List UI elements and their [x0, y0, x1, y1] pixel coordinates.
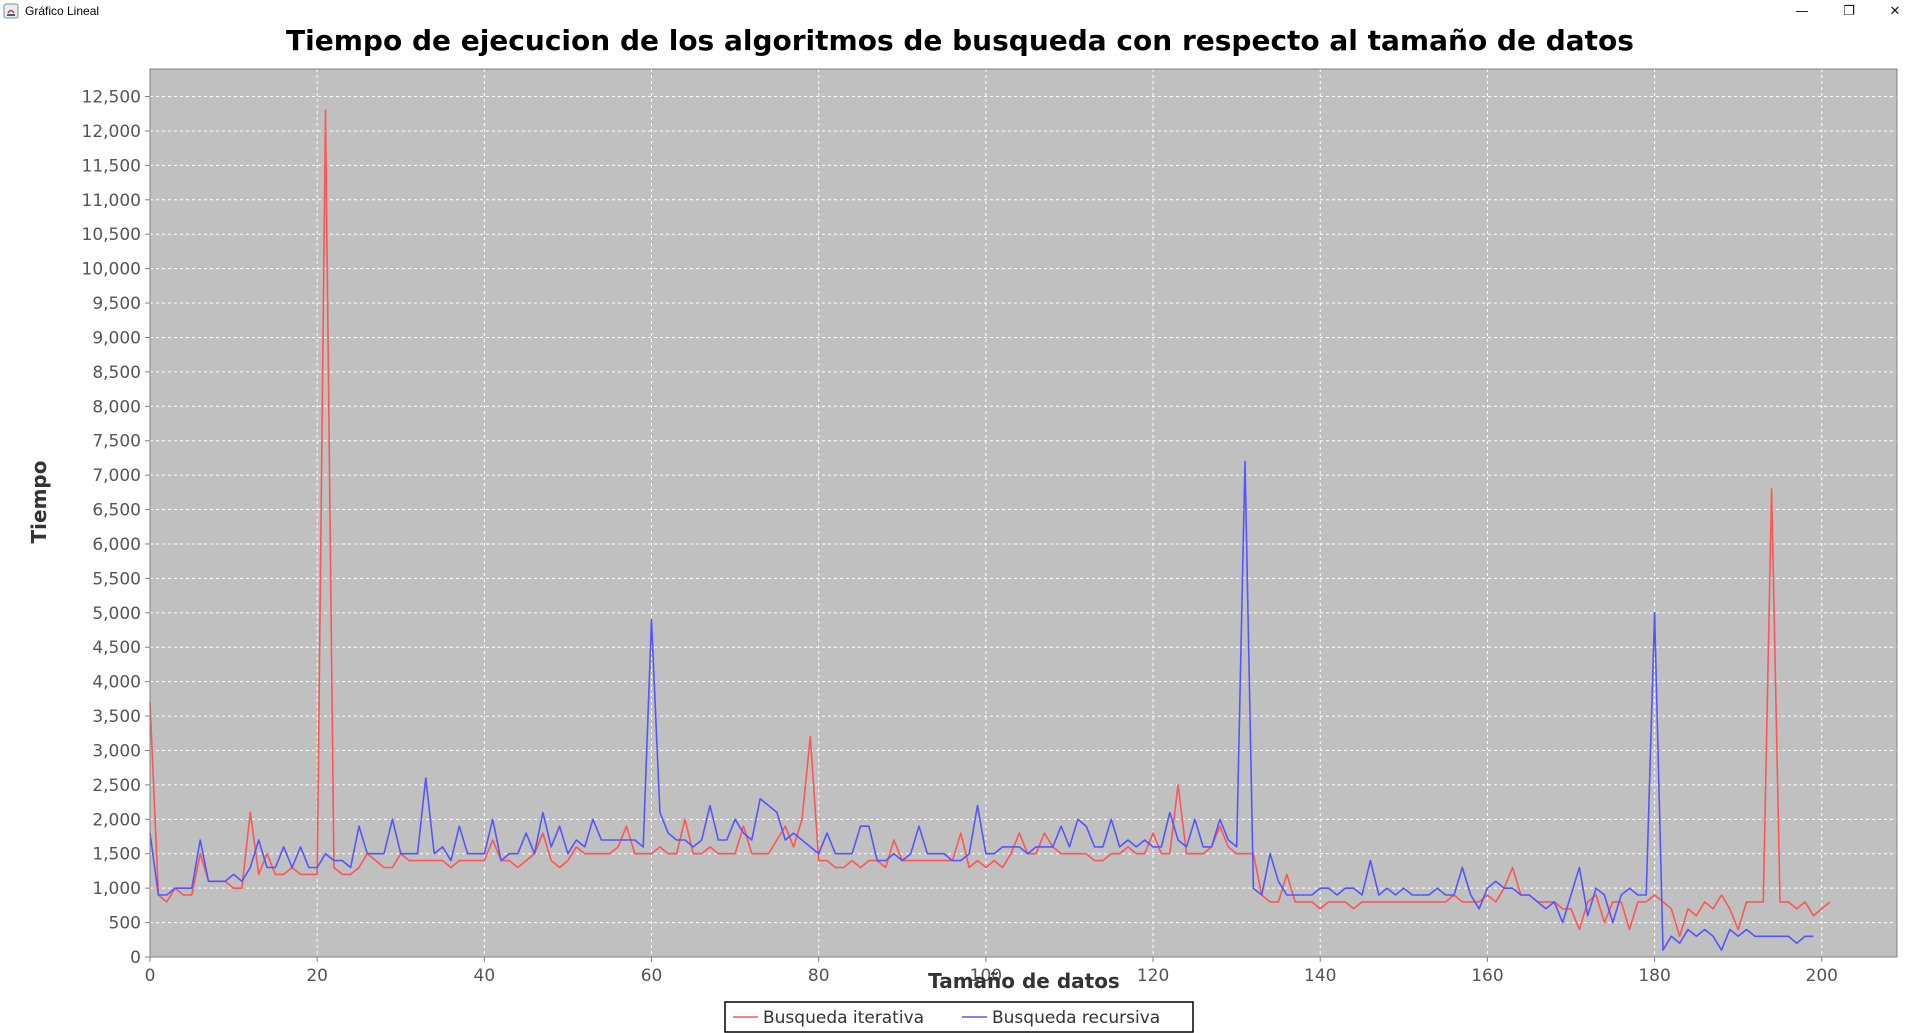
y-tick-label: 2,000: [92, 810, 141, 830]
y-tick-label: 4,500: [92, 638, 141, 658]
legend-label-recursiva: Busqueda recursiva: [992, 1008, 1160, 1028]
y-tick-label: 10,500: [82, 225, 141, 245]
x-tick-label: 0: [145, 966, 156, 986]
y-tick-label: 8,000: [92, 397, 141, 417]
series-lines: [149, 109, 1831, 951]
y-tick-label: 1,500: [92, 845, 141, 865]
plot-area: [150, 69, 1897, 957]
y-tick-label: 9,000: [92, 328, 141, 348]
y-tick-label: 5,000: [92, 604, 141, 624]
y-tick-label: 6,500: [92, 501, 141, 521]
x-tick-label: 100: [970, 966, 1002, 986]
y-tick-label: 0: [130, 948, 141, 968]
y-tick-label: 7,500: [92, 432, 141, 452]
x-tick-label: 200: [1806, 966, 1838, 986]
y-tick-label: 7,000: [92, 466, 141, 486]
window-title: Gráfico Lineal: [25, 4, 100, 18]
java-app-icon: [3, 3, 19, 19]
y-tick-label: 3,000: [92, 741, 141, 761]
x-tick-label: 140: [1304, 966, 1336, 986]
legend-box: [724, 1001, 1194, 1033]
minimize-icon: —: [1795, 3, 1809, 19]
x-tick-label: 20: [306, 966, 328, 986]
y-tick-label: 10,000: [82, 260, 141, 280]
x-axis-ticks: 0 20 40 60 80 100 120 140 160 180 200: [145, 957, 1838, 986]
legend: Busqueda iterativa Busqueda recursiva: [724, 1001, 1194, 1033]
x-tick-label: 40: [474, 966, 496, 986]
y-tick-label: 2,500: [92, 776, 141, 796]
y-tick-label: 11,000: [82, 191, 141, 211]
title-bar[interactable]: Gráfico Lineal — ❐ ✕: [0, 0, 1920, 22]
y-axis-ticks: 0 500 1,000 1,500 2,000 2,500 3,000 3,500 4,000 4…: [82, 88, 150, 968]
close-icon: ✕: [1889, 3, 1901, 19]
grid-lines: [150, 69, 1897, 957]
x-tick-label: 180: [1638, 966, 1670, 986]
legend-label-iterativa: Busqueda iterativa: [763, 1008, 924, 1028]
close-button[interactable]: ✕: [1872, 0, 1918, 22]
plot-border: [149, 68, 1898, 958]
maximize-button[interactable]: ❐: [1826, 0, 1872, 22]
y-tick-label: 4,000: [92, 673, 141, 693]
chart-title: Tiempo de ejecucion de los algoritmos de…: [286, 24, 1634, 57]
y-tick-label: 500: [109, 914, 141, 934]
axes: [149, 68, 1898, 958]
x-tick-label: 120: [1137, 966, 1169, 986]
x-tick-label: 60: [641, 966, 663, 986]
minimize-button[interactable]: —: [1779, 0, 1825, 22]
x-tick-label: 80: [808, 966, 830, 986]
y-tick-label: 1,000: [92, 879, 141, 899]
maximize-icon: ❐: [1843, 3, 1855, 19]
x-tick-label: 160: [1471, 966, 1503, 986]
y-tick-label: 8,500: [92, 363, 141, 383]
y-axis-label: Tiempo: [27, 461, 51, 544]
y-tick-label: 6,000: [92, 535, 141, 555]
y-tick-label: 11,500: [82, 156, 141, 176]
y-tick-label: 5,500: [92, 569, 141, 589]
y-tick-label: 12,000: [82, 122, 141, 142]
series-line-iterativa: [149, 109, 1831, 938]
y-tick-label: 9,500: [92, 294, 141, 314]
line-chart: Tiempo de ejecucion de los algoritmos de…: [27, 24, 1898, 1033]
x-axis-label: Tamaño de datos: [928, 969, 1120, 993]
y-tick-label: 3,500: [92, 707, 141, 727]
y-tick-label: 12,500: [82, 88, 141, 108]
series-line-recursiva: [149, 460, 1814, 951]
